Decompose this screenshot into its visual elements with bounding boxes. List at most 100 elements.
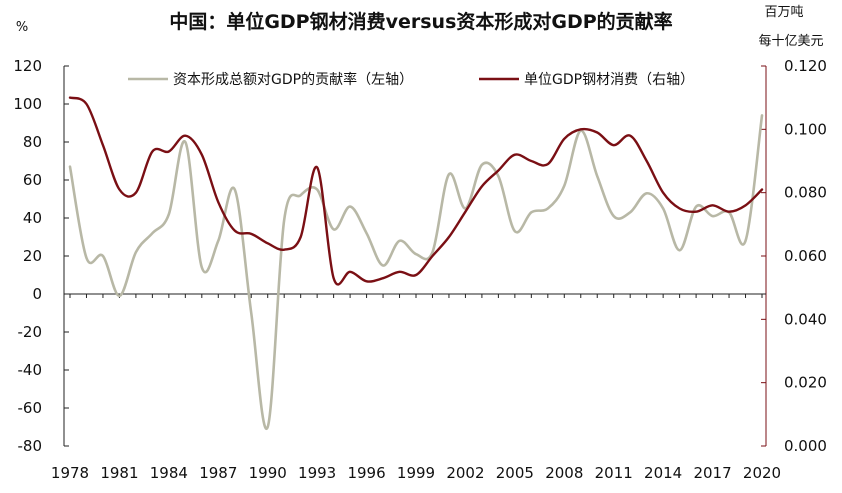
data-point-capital-formation	[514, 230, 517, 233]
data-point-capital-formation	[135, 251, 138, 254]
data-point-steel-consumption	[530, 160, 533, 163]
right-axis-tick-label: 0.000	[784, 437, 827, 455]
data-point-steel-consumption	[678, 207, 681, 210]
data-point-steel-consumption	[266, 242, 269, 245]
x-axis-tick-label: 1978	[51, 464, 89, 482]
data-point-steel-consumption	[761, 188, 764, 191]
data-point-capital-formation	[596, 175, 599, 178]
data-point-capital-formation	[645, 192, 648, 195]
data-point-steel-consumption	[579, 128, 582, 131]
x-axis-tick-label: 1999	[397, 464, 435, 482]
data-point-capital-formation	[299, 194, 302, 197]
x-axis-tick-label: 1996	[347, 464, 385, 482]
data-point-steel-consumption	[233, 229, 236, 232]
data-point-steel-consumption	[695, 210, 698, 213]
data-point-capital-formation	[547, 207, 550, 210]
left-axis-tick-label: -80	[18, 437, 43, 455]
data-point-steel-consumption	[332, 277, 335, 280]
data-point-steel-consumption	[662, 191, 665, 194]
left-axis-tick-label: 60	[23, 171, 42, 189]
right-axis-tick-label: 0.040	[784, 310, 827, 328]
data-point-capital-formation	[184, 141, 187, 144]
data-point-steel-consumption	[711, 204, 714, 207]
data-point-capital-formation	[382, 264, 385, 267]
right-axis-tick-label: 0.100	[784, 120, 827, 138]
left-axis-tick-label: 20	[23, 247, 42, 265]
data-point-steel-consumption	[547, 163, 550, 166]
data-point-steel-consumption	[135, 191, 138, 194]
data-point-steel-consumption	[102, 144, 105, 147]
data-point-steel-consumption	[497, 169, 500, 172]
data-point-capital-formation	[168, 213, 171, 216]
left-axis-tick-label: 80	[23, 133, 42, 151]
left-axis-tick-label: -40	[18, 361, 43, 379]
data-point-steel-consumption	[464, 210, 467, 213]
data-point-steel-consumption	[365, 280, 368, 283]
data-point-steel-consumption	[744, 204, 747, 207]
data-point-capital-formation	[217, 240, 220, 243]
data-point-capital-formation	[530, 211, 533, 214]
data-point-steel-consumption	[217, 201, 220, 204]
data-point-steel-consumption	[349, 271, 352, 274]
data-point-capital-formation	[481, 164, 484, 167]
data-point-capital-formation	[233, 188, 236, 191]
data-point-steel-consumption	[118, 188, 121, 191]
data-point-steel-consumption	[283, 248, 286, 251]
data-point-capital-formation	[744, 240, 747, 243]
x-axis-tick-label: 2014	[644, 464, 682, 482]
data-point-steel-consumption	[563, 138, 566, 141]
left-axis-tick-label: 120	[13, 57, 42, 75]
right-axis-tick-label: 0.120	[784, 57, 827, 75]
data-point-capital-formation	[85, 257, 88, 260]
data-point-steel-consumption	[250, 233, 253, 236]
x-axis-tick-label: 2002	[446, 464, 484, 482]
data-point-steel-consumption	[382, 277, 385, 280]
data-point-capital-formation	[201, 266, 204, 269]
data-point-capital-formation	[629, 211, 632, 214]
data-point-capital-formation	[118, 295, 121, 298]
data-point-steel-consumption	[431, 255, 434, 258]
left-axis-unit: %	[16, 20, 28, 35]
data-point-steel-consumption	[201, 153, 204, 156]
series-line-steel-consumption	[68, 96, 764, 286]
left-axis-tick-label: 0	[32, 285, 42, 303]
data-point-capital-formation	[266, 426, 269, 429]
data-point-steel-consumption	[415, 274, 418, 277]
data-point-capital-formation	[612, 215, 615, 218]
series-group	[68, 96, 764, 431]
x-axis-tick-label: 1990	[249, 464, 287, 482]
data-point-steel-consumption	[184, 134, 187, 137]
data-point-steel-consumption	[448, 236, 451, 239]
x-axis-tick-label: 1993	[298, 464, 336, 482]
right-axis-unit-line1: 百万吨	[764, 5, 803, 20]
data-point-steel-consumption	[151, 150, 154, 153]
data-point-capital-formation	[431, 251, 434, 254]
data-point-steel-consumption	[629, 134, 632, 137]
x-axis-tick-label: 2011	[595, 464, 633, 482]
left-axis-tick-label: 40	[23, 209, 42, 227]
data-point-steel-consumption	[316, 166, 319, 169]
data-point-capital-formation	[415, 253, 418, 256]
data-point-capital-formation	[349, 205, 352, 208]
legend-label-capital-formation: 资本形成总额对GDP的贡献率（左轴）	[173, 71, 413, 88]
left-axis-tick-label: -60	[18, 399, 43, 417]
data-point-capital-formation	[398, 240, 401, 243]
data-point-capital-formation	[69, 165, 72, 168]
x-axis-tick-label: 1984	[150, 464, 188, 482]
x-axis-tick-label: 2008	[545, 464, 583, 482]
data-point-capital-formation	[283, 219, 286, 222]
data-point-steel-consumption	[481, 185, 484, 188]
data-point-steel-consumption	[728, 210, 731, 213]
x-axis-tick-label: 2017	[693, 464, 731, 482]
data-point-capital-formation	[497, 175, 500, 178]
x-axis-tick-label: 2020	[743, 464, 781, 482]
legend: 资本形成总额对GDP的贡献率（左轴） 单位GDP钢材消费（右轴）	[128, 71, 694, 88]
data-point-capital-formation	[250, 312, 253, 315]
data-point-steel-consumption	[69, 96, 72, 99]
legend-label-steel-consumption: 单位GDP钢材消费（右轴）	[524, 72, 694, 88]
x-axis-tick-label: 1981	[100, 464, 138, 482]
data-point-steel-consumption	[612, 144, 615, 147]
left-axis-tick-label: -20	[18, 323, 43, 341]
data-point-capital-formation	[711, 215, 714, 218]
data-point-steel-consumption	[514, 153, 517, 156]
